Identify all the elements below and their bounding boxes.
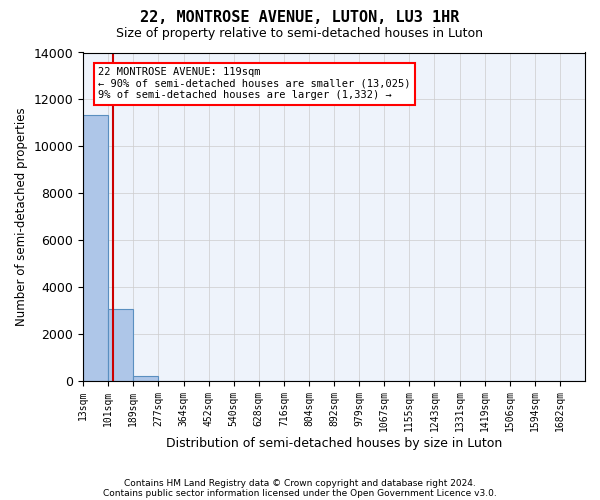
Text: 22, MONTROSE AVENUE, LUTON, LU3 1HR: 22, MONTROSE AVENUE, LUTON, LU3 1HR: [140, 10, 460, 25]
Bar: [108, 309, 133, 380]
Text: 22 MONTROSE AVENUE: 119sqm
← 90% of semi-detached houses are smaller (13,025)
9%: 22 MONTROSE AVENUE: 119sqm ← 90% of semi…: [98, 68, 411, 100]
X-axis label: Distribution of semi-detached houses by size in Luton: Distribution of semi-detached houses by …: [166, 437, 502, 450]
Text: Contains public sector information licensed under the Open Government Licence v3: Contains public sector information licen…: [103, 488, 497, 498]
Y-axis label: Number of semi-detached properties: Number of semi-detached properties: [15, 107, 28, 326]
Text: Contains HM Land Registry data © Crown copyright and database right 2024.: Contains HM Land Registry data © Crown c…: [124, 478, 476, 488]
Text: Size of property relative to semi-detached houses in Luton: Size of property relative to semi-detach…: [116, 28, 484, 40]
Bar: [83, 114, 108, 380]
Bar: [133, 376, 158, 380]
